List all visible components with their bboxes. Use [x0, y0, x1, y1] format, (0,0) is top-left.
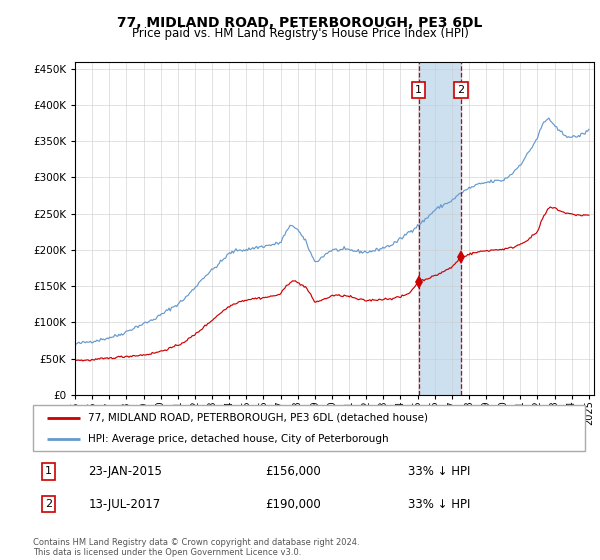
- Text: 33% ↓ HPI: 33% ↓ HPI: [409, 465, 471, 478]
- Text: 1: 1: [415, 85, 422, 95]
- Bar: [419, 62, 461, 395]
- Text: 77, MIDLAND ROAD, PETERBOROUGH, PE3 6DL (detached house): 77, MIDLAND ROAD, PETERBOROUGH, PE3 6DL …: [88, 413, 428, 423]
- Text: 77, MIDLAND ROAD, PETERBOROUGH, PE3 6DL: 77, MIDLAND ROAD, PETERBOROUGH, PE3 6DL: [118, 16, 482, 30]
- Text: Contains HM Land Registry data © Crown copyright and database right 2024.
This d: Contains HM Land Registry data © Crown c…: [33, 538, 359, 557]
- Text: HPI: Average price, detached house, City of Peterborough: HPI: Average price, detached house, City…: [88, 435, 389, 444]
- Text: Price paid vs. HM Land Registry's House Price Index (HPI): Price paid vs. HM Land Registry's House …: [131, 27, 469, 40]
- Text: 13-JUL-2017: 13-JUL-2017: [88, 498, 160, 511]
- Text: 2: 2: [45, 499, 52, 509]
- Text: 2: 2: [457, 85, 464, 95]
- Text: 33% ↓ HPI: 33% ↓ HPI: [409, 498, 471, 511]
- Text: £156,000: £156,000: [265, 465, 320, 478]
- Text: 1: 1: [45, 466, 52, 477]
- Text: 23-JAN-2015: 23-JAN-2015: [88, 465, 162, 478]
- Text: £190,000: £190,000: [265, 498, 320, 511]
- FancyBboxPatch shape: [33, 405, 585, 451]
